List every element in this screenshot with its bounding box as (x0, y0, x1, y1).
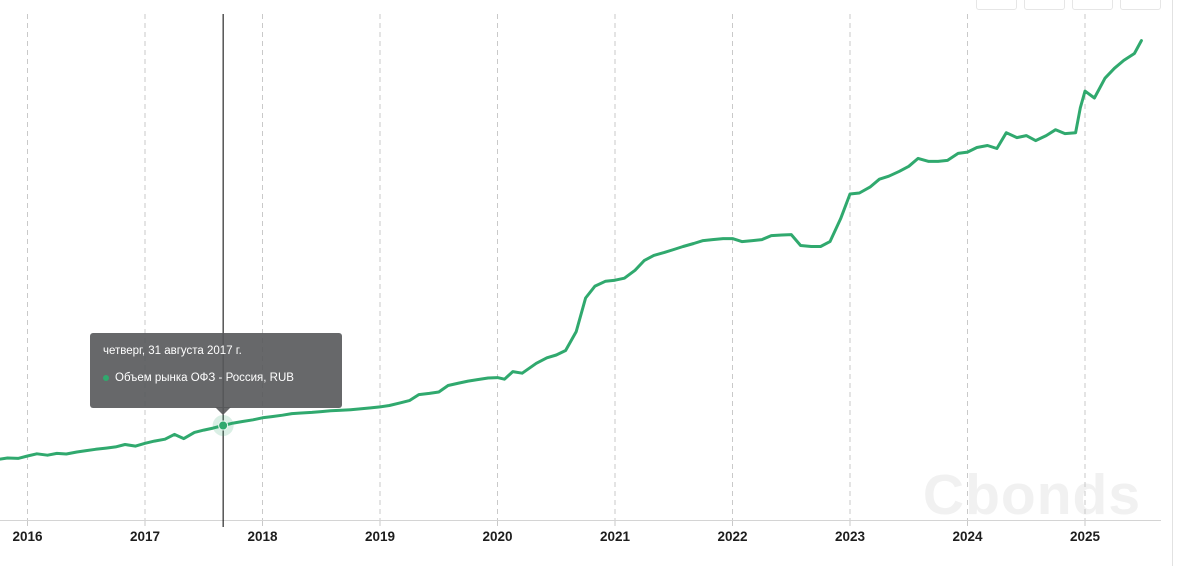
chart-toolbar-button-4[interactable] (1120, 0, 1161, 10)
panel-divider (1172, 0, 1173, 566)
chart-toolbar-button-1[interactable] (976, 0, 1017, 10)
selected-point-marker[interactable] (218, 420, 229, 431)
x-axis-label-2022: 2022 (717, 529, 747, 544)
x-axis-label-2016: 2016 (12, 529, 43, 544)
series-bullet-icon (103, 375, 109, 381)
x-axis-label-2019: 2019 (365, 529, 395, 544)
x-axis-label-2017: 2017 (130, 529, 160, 544)
series-line-ofz-volume[interactable] (0, 39, 1143, 461)
cbonds-watermark-logo: Cbonds (923, 463, 1141, 527)
x-axis-label-2025: 2025 (1070, 529, 1101, 544)
tooltip: четверг, 31 августа 2017 г. Объем рынка … (90, 333, 342, 415)
x-axis-label-2023: 2023 (835, 529, 866, 544)
tooltip-date: четверг, 31 августа 2017 г. (103, 345, 242, 357)
tooltip-series-name: Объем рынка ОФЗ - Россия, RUB (115, 372, 294, 384)
x-axis-label-2021: 2021 (600, 529, 631, 544)
x-axis-label-2020: 2020 (482, 529, 512, 544)
chart-toolbar-button-2[interactable] (1024, 0, 1065, 10)
tooltip-arrow-icon (215, 407, 231, 415)
x-axis-label-2024: 2024 (952, 529, 983, 544)
x-axis-label-2018: 2018 (247, 529, 278, 544)
chart-toolbar-button-3[interactable] (1072, 0, 1113, 10)
